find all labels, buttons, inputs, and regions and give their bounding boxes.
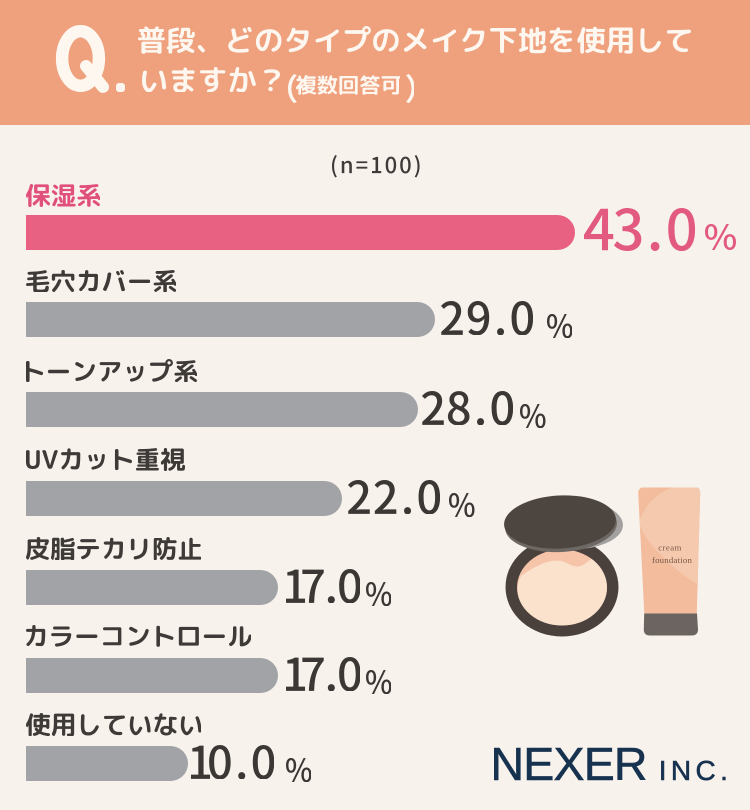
svg-text:cream: cream [658, 543, 682, 553]
svg-text:foundation: foundation [652, 555, 693, 565]
